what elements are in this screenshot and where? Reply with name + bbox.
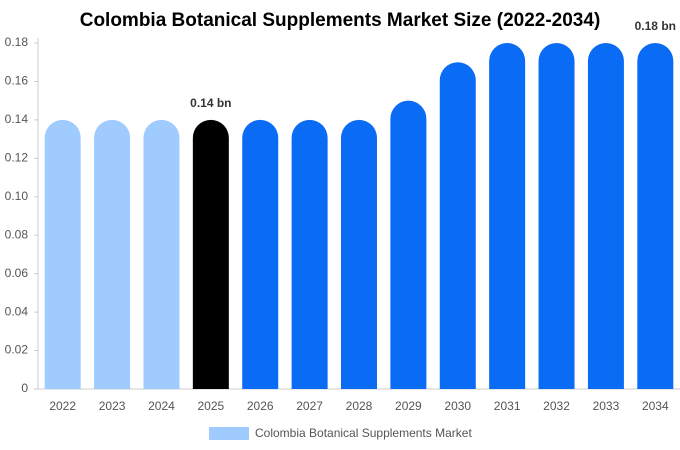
y-tick-label: 0.10 — [5, 189, 29, 203]
bar — [291, 119, 328, 389]
bar — [143, 119, 180, 389]
y-tick-label: 0.12 — [5, 151, 29, 165]
y-tick-label: 0.02 — [5, 343, 29, 357]
bar — [390, 100, 427, 389]
chart-title: Colombia Botanical Supplements Market Si… — [80, 10, 601, 31]
y-tick-label: 0.16 — [5, 74, 29, 88]
x-tick-label: 2028 — [346, 399, 373, 413]
x-tick-label: 2023 — [99, 399, 126, 413]
x-tick-label: 2034 — [642, 399, 669, 413]
x-tick-label: 2027 — [296, 399, 323, 413]
bar — [489, 42, 526, 389]
y-tick-label: 0.06 — [5, 266, 29, 280]
value-label: 0.18 bn — [635, 19, 676, 33]
bar — [587, 43, 624, 389]
bar — [242, 119, 279, 389]
bar — [192, 119, 229, 389]
y-tick-label: 0.18 — [5, 35, 29, 49]
bar — [538, 43, 575, 389]
bar — [94, 119, 131, 389]
x-tick-label: 2031 — [494, 399, 521, 413]
x-tick-label: 2032 — [543, 399, 570, 413]
x-tick-label: 2022 — [49, 399, 76, 413]
x-tick-label: 2029 — [395, 399, 422, 413]
bar — [341, 119, 377, 389]
y-tick-label: 0.14 — [5, 112, 29, 126]
bar — [439, 62, 476, 389]
bar — [637, 43, 674, 389]
y-tick-label: 0 — [21, 381, 28, 395]
y-tick-label: 0.08 — [5, 227, 29, 241]
x-tick-label: 2026 — [247, 399, 274, 413]
x-tick-label: 2033 — [593, 399, 620, 413]
bar — [44, 119, 81, 389]
x-tick-label: 2024 — [148, 399, 175, 413]
legend-label: Colombia Botanical Supplements Market — [255, 426, 472, 440]
legend-swatch — [209, 427, 249, 440]
y-tick-label: 0.04 — [5, 304, 29, 318]
value-label: 0.14 bn — [190, 96, 231, 110]
x-tick-label: 2025 — [197, 399, 224, 413]
x-tick-label: 2030 — [444, 399, 471, 413]
